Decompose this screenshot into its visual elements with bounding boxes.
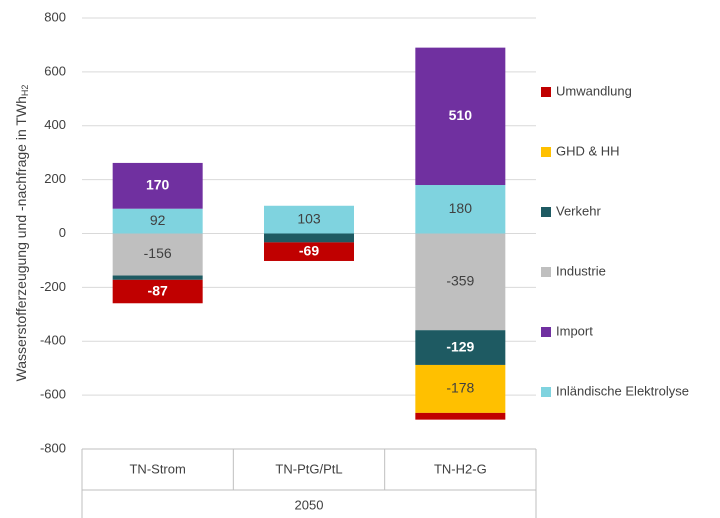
legend-label: Verkehr [556, 203, 601, 218]
legend-label: Inländische Elektrolyse [556, 383, 689, 398]
bar-segment [415, 185, 506, 234]
legend-swatch [541, 207, 551, 217]
legend-swatch [541, 387, 551, 397]
y-tick-label: -400 [40, 333, 66, 348]
y-tick-label: 600 [44, 63, 66, 78]
data-label: -87 [148, 282, 168, 298]
bar-segment [415, 47, 506, 186]
legend-label: Import [556, 323, 593, 338]
x-tick-label: TN-PtG/PtL [275, 461, 342, 476]
data-label: -359 [446, 273, 474, 289]
y-tick-label: -800 [40, 440, 66, 455]
y-tick-label: 0 [59, 225, 66, 240]
legend-label: Umwandlung [556, 83, 632, 98]
bar-segment [264, 205, 354, 234]
data-label: 92 [150, 212, 166, 228]
y-tick-label: -600 [40, 387, 66, 402]
data-label: -69 [299, 242, 319, 258]
data-label: 103 [297, 210, 321, 226]
bar-segment [415, 412, 506, 420]
legend-swatch [541, 87, 551, 97]
bar-segment [112, 279, 203, 304]
bar-segment [112, 208, 203, 234]
bar-segment [112, 162, 203, 209]
bar-segment [112, 233, 203, 276]
x-tick-label: TN-H2-G [434, 461, 487, 476]
bar-segment [112, 275, 203, 280]
legend-label: Industrie [556, 263, 606, 278]
bar-segment [415, 233, 506, 331]
data-label: 170 [146, 177, 170, 193]
data-label: 180 [449, 200, 473, 216]
group-label: 2050 [295, 497, 324, 512]
data-label: -156 [144, 245, 172, 261]
y-tick-label: -200 [40, 279, 66, 294]
y-tick-label: 200 [44, 171, 66, 186]
legend-swatch [541, 267, 551, 277]
bar-segment [415, 330, 506, 365]
bar-segment [264, 242, 354, 261]
data-label: -129 [446, 338, 474, 354]
legend-label: GHD & HH [556, 143, 620, 158]
bar-segment [264, 233, 354, 243]
y-axis-title-main: Wasserstofferzeugung und -nachfrage in T… [13, 96, 29, 381]
x-tick-label: TN-Strom [129, 461, 185, 476]
y-axis-title-sub: H2 [20, 85, 30, 97]
data-label: 510 [449, 107, 473, 123]
data-label: -178 [446, 380, 474, 396]
bar-segment [415, 364, 506, 413]
legend-swatch [541, 147, 551, 157]
legend-swatch [541, 327, 551, 337]
y-axis-title: Wasserstofferzeugung und -nachfrage in T… [13, 85, 31, 382]
y-tick-label: 400 [44, 117, 66, 132]
y-tick-label: 800 [44, 9, 66, 24]
